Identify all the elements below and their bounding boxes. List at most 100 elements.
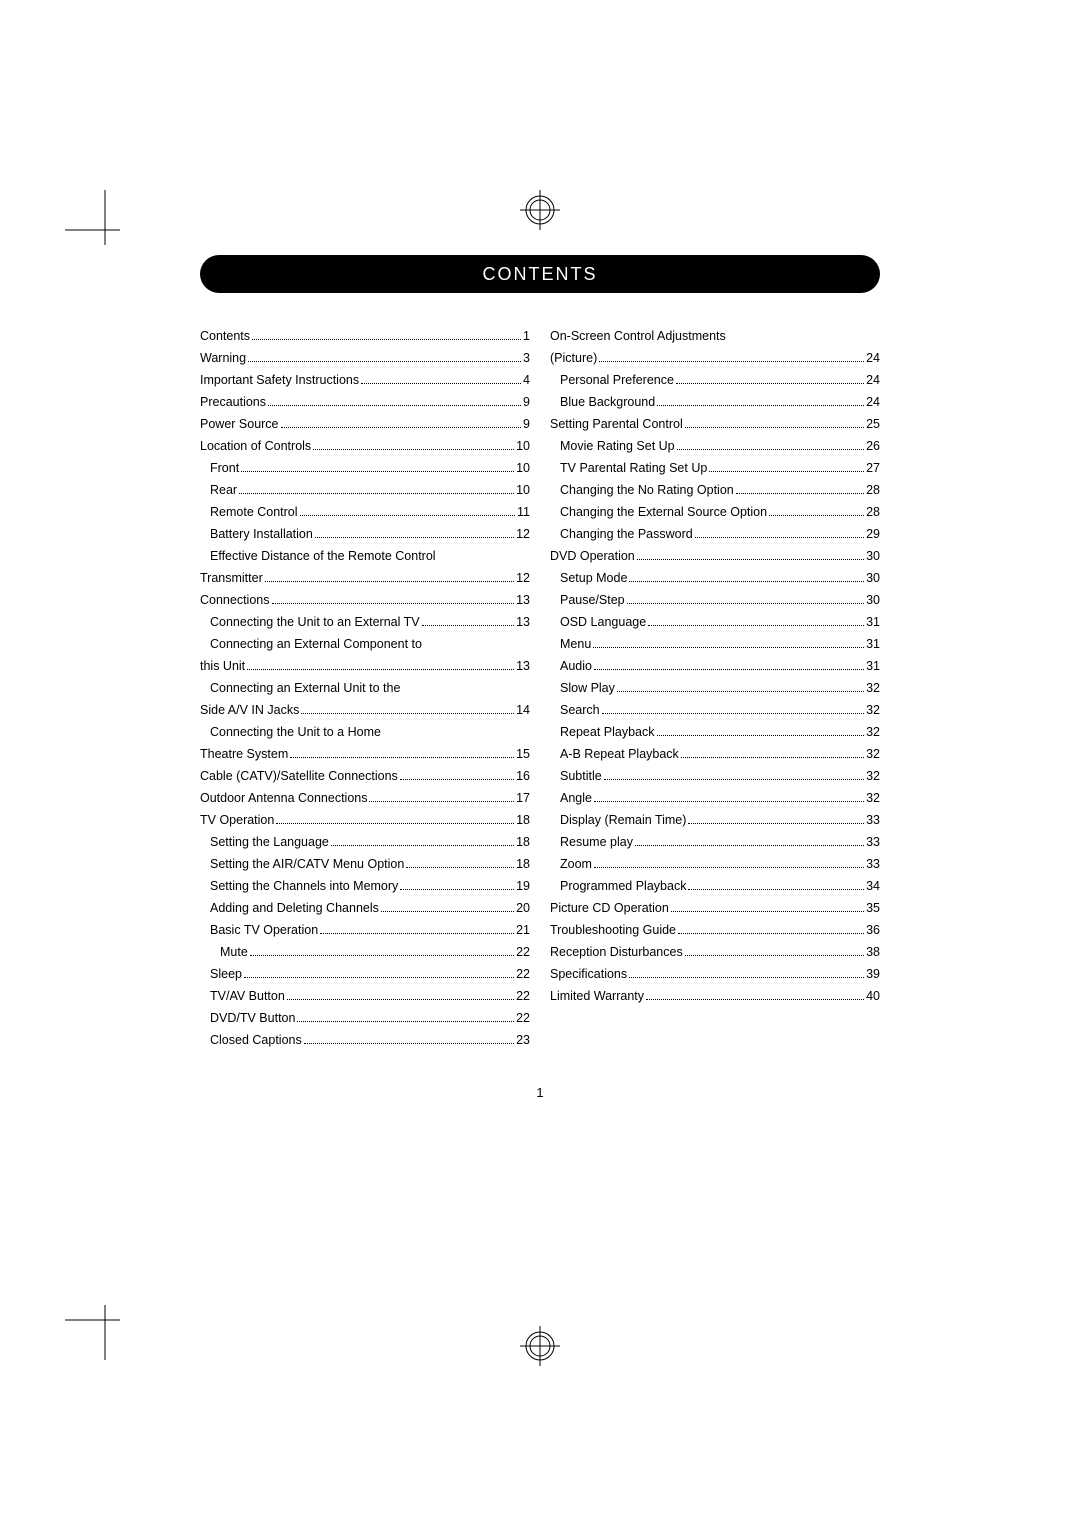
toc-page: 18 [516, 831, 530, 853]
toc-label: Rear [210, 479, 237, 501]
toc-label: Important Safety Instructions [200, 369, 359, 391]
toc-row: Setup Mode30 [550, 567, 880, 589]
toc-page: 16 [516, 765, 530, 787]
toc-page: 32 [866, 699, 880, 721]
toc-row: Basic TV Operation21 [200, 919, 530, 941]
toc-page: 9 [523, 413, 530, 435]
toc-row: Outdoor Antenna Connections17 [200, 787, 530, 809]
toc-page: 20 [516, 897, 530, 919]
toc-page: 31 [866, 655, 880, 677]
toc-row: Picture CD Operation35 [550, 897, 880, 919]
toc-page: 30 [866, 567, 880, 589]
toc-row: Changing the No Rating Option28 [550, 479, 880, 501]
toc-row: Setting the Channels into Memory19 [200, 875, 530, 897]
toc-page: 24 [866, 391, 880, 413]
toc-label: Adding and Deleting Channels [210, 897, 379, 919]
toc-row: Closed Captions 23 [200, 1029, 530, 1051]
toc-row: Zoom33 [550, 853, 880, 875]
toc-row: Subtitle32 [550, 765, 880, 787]
toc-row: Display (Remain Time)33 [550, 809, 880, 831]
toc-row: Power Source9 [200, 413, 530, 435]
toc-label: Display (Remain Time) [560, 809, 686, 831]
toc-dots [736, 493, 864, 494]
toc-label: TV Operation [200, 809, 274, 831]
toc-label: Closed Captions [210, 1029, 302, 1051]
toc-row: Slow Play 32 [550, 677, 880, 699]
toc-dots [320, 933, 514, 934]
toc-columns: Contents1Warning3Important Safety Instru… [200, 325, 880, 1051]
toc-page: 32 [866, 765, 880, 787]
toc-label: Sleep [210, 963, 242, 985]
toc-label: Connecting an External Unit to the [210, 677, 400, 699]
toc-dots [594, 801, 864, 802]
toc-row: Remote Control11 [200, 501, 530, 523]
toc-label: Repeat Playback [560, 721, 655, 743]
toc-row: Front10 [200, 457, 530, 479]
toc-dots [629, 977, 864, 978]
toc-page: 32 [866, 677, 880, 699]
toc-label: Warning [200, 347, 246, 369]
toc-label: Mute [220, 941, 248, 963]
toc-row: Theatre System15 [200, 743, 530, 765]
toc-dots [300, 515, 515, 516]
toc-label: Changing the No Rating Option [560, 479, 734, 501]
toc-page: 24 [866, 369, 880, 391]
toc-page: 40 [866, 985, 880, 1007]
toc-label: Blue Background [560, 391, 655, 413]
toc-dots [599, 361, 864, 362]
toc-row: Search32 [550, 699, 880, 721]
toc-page: 23 [516, 1029, 530, 1051]
toc-label: Theatre System [200, 743, 288, 765]
toc-page: 36 [866, 919, 880, 941]
toc-label: (Picture) [550, 347, 597, 369]
toc-label: Precautions [200, 391, 266, 413]
toc-label: DVD Operation [550, 545, 635, 567]
toc-row: Setting the AIR/CATV Menu Option18 [200, 853, 530, 875]
toc-row: Setting Parental Control25 [550, 413, 880, 435]
toc-row: Connecting an External Unit to the [200, 677, 530, 699]
toc-dots [593, 647, 864, 648]
toc-label: Slow Play [560, 677, 615, 699]
toc-label: Pause/Step [560, 589, 625, 611]
toc-label: Programmed Playback [560, 875, 686, 897]
toc-dots [265, 581, 514, 582]
toc-row: Troubleshooting Guide36 [550, 919, 880, 941]
toc-label: Effective Distance of the Remote Control [210, 545, 436, 567]
toc-row: Personal Preference24 [550, 369, 880, 391]
toc-label: Changing the External Source Option [560, 501, 767, 523]
toc-row: TV Parental Rating Set Up27 [550, 457, 880, 479]
toc-dots [602, 713, 864, 714]
toc-dots [671, 911, 864, 912]
toc-label: OSD Language [560, 611, 646, 633]
toc-page: 18 [516, 809, 530, 831]
toc-page: 38 [866, 941, 880, 963]
toc-label: Reception Disturbances [550, 941, 683, 963]
toc-page: 32 [866, 721, 880, 743]
toc-page: 34 [866, 875, 880, 897]
toc-row: Angle32 [550, 787, 880, 809]
toc-dots [635, 845, 864, 846]
toc-row: Specifications39 [550, 963, 880, 985]
toc-page: 32 [866, 743, 880, 765]
toc-page: 19 [516, 875, 530, 897]
toc-row: Contents1 [200, 325, 530, 347]
toc-label: Setting the AIR/CATV Menu Option [210, 853, 404, 875]
toc-label: Connecting the Unit to an External TV [210, 611, 420, 633]
registration-mark-bottom [520, 1326, 560, 1371]
toc-row: Setting the Language18 [200, 831, 530, 853]
toc-row: Cable (CATV)/Satellite Connections16 [200, 765, 530, 787]
toc-label: Specifications [550, 963, 627, 985]
toc-row: Pause/Step30 [550, 589, 880, 611]
toc-dots [313, 449, 514, 450]
toc-row: Battery Installation12 [200, 523, 530, 545]
toc-row: Changing the External Source Option28 [550, 501, 880, 523]
toc-dots [297, 1021, 514, 1022]
toc-page: 10 [516, 479, 530, 501]
toc-label: Picture CD Operation [550, 897, 669, 919]
toc-label: Location of Controls [200, 435, 311, 457]
toc-dots [250, 955, 514, 956]
toc-row: Menu31 [550, 633, 880, 655]
toc-label: Battery Installation [210, 523, 313, 545]
toc-dots [604, 779, 864, 780]
toc-label: Front [210, 457, 239, 479]
